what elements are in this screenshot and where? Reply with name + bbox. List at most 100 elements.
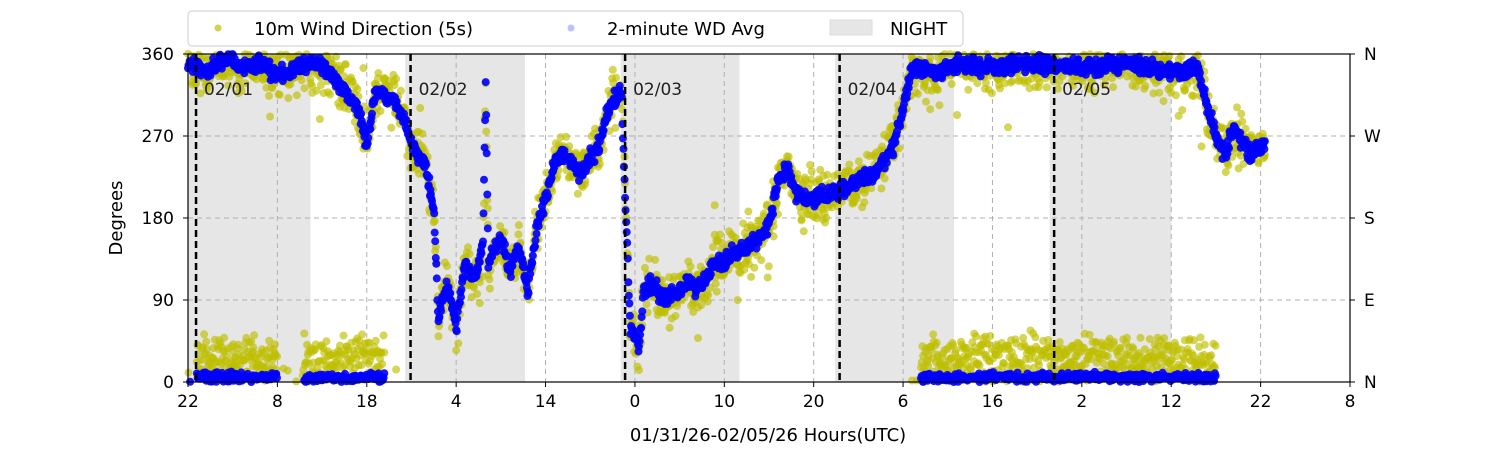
wind-direction-point bbox=[697, 301, 706, 310]
wind-direction-point bbox=[1211, 341, 1220, 350]
wind-avg-point bbox=[457, 293, 465, 302]
wind-direction-point bbox=[396, 86, 405, 95]
wind-direction-point bbox=[784, 152, 793, 161]
wind-direction-point bbox=[926, 105, 935, 114]
wind-direction-point bbox=[982, 78, 990, 87]
wind-direction-point bbox=[757, 256, 766, 265]
wind-direction-point bbox=[284, 94, 293, 103]
wind-direction-point bbox=[483, 196, 492, 205]
wind-direction-point bbox=[485, 275, 494, 284]
wind-avg-point bbox=[483, 190, 492, 199]
wind-direction-point bbox=[482, 127, 491, 136]
wind-direction-point bbox=[929, 330, 938, 339]
wind-avg-point bbox=[638, 307, 647, 316]
wind-avg-point bbox=[543, 191, 552, 200]
wind-direction-point bbox=[443, 262, 451, 271]
wind-direction-point bbox=[673, 301, 682, 310]
wind-direction-point bbox=[464, 243, 472, 252]
wind-direction-point bbox=[1090, 89, 1099, 97]
wind-direction-point bbox=[237, 86, 246, 95]
wind-direction-point bbox=[740, 265, 749, 274]
wind-direction-point bbox=[999, 359, 1008, 368]
wind-direction-point bbox=[469, 283, 478, 292]
wind-avg-point bbox=[625, 311, 634, 320]
wind-direction-point bbox=[763, 273, 772, 282]
wind-direction-point bbox=[202, 337, 211, 346]
wind-avg-point bbox=[615, 81, 624, 90]
wind-direction-point bbox=[924, 362, 933, 370]
wind-avg-point bbox=[625, 299, 634, 308]
wind-direction-point bbox=[913, 89, 922, 98]
wind-direction-point bbox=[877, 184, 886, 193]
wind-direction-point bbox=[434, 332, 443, 341]
wind-direction-point bbox=[704, 291, 713, 300]
wind-direction-point bbox=[265, 91, 273, 100]
wind-avg-point bbox=[532, 229, 541, 238]
wind-avg-point bbox=[882, 158, 891, 167]
wind-avg-point bbox=[437, 307, 446, 316]
wind-direction-point bbox=[694, 334, 702, 343]
wind-direction-point bbox=[1155, 88, 1164, 97]
wind-direction-point bbox=[733, 296, 742, 305]
wind-direction-point bbox=[807, 167, 816, 176]
wind-avg-point bbox=[431, 237, 440, 246]
wind-avg-point bbox=[595, 146, 604, 155]
wind-avg-point bbox=[889, 151, 898, 160]
wind-direction-point bbox=[975, 361, 984, 370]
wind-direction-point bbox=[1085, 330, 1094, 339]
wind-direction-point bbox=[573, 189, 582, 198]
wind-avg-point bbox=[652, 276, 661, 285]
wind-direction-point bbox=[266, 112, 275, 121]
wind-avg-point bbox=[457, 285, 466, 294]
wind-avg-point bbox=[366, 125, 375, 134]
wind-direction-point bbox=[1008, 76, 1017, 85]
wind-avg-point bbox=[357, 109, 366, 118]
wind-direction-point bbox=[651, 255, 660, 264]
wind-avg-point bbox=[599, 126, 608, 135]
wind-avg-point bbox=[1260, 145, 1269, 154]
wind-direction-point bbox=[562, 132, 571, 141]
wind-direction-point bbox=[860, 198, 869, 207]
wind-direction-point bbox=[336, 341, 344, 350]
wind-direction-point bbox=[1100, 81, 1109, 89]
wind-avg-point bbox=[273, 373, 281, 382]
wind-direction-point bbox=[339, 331, 348, 340]
wind-avg-point bbox=[474, 265, 483, 274]
wind-direction-point bbox=[390, 81, 399, 90]
wind-avg-point bbox=[590, 158, 599, 166]
wind-avg-point bbox=[706, 270, 715, 279]
wind-direction-point bbox=[987, 89, 996, 98]
wind-direction-point bbox=[750, 263, 759, 272]
wind-direction-point bbox=[605, 127, 614, 136]
wind-direction-point bbox=[416, 104, 425, 112]
wind-direction-point bbox=[799, 227, 808, 236]
wind-direction-point bbox=[612, 73, 620, 82]
wind-avg-point bbox=[479, 237, 487, 246]
wind-avg-point bbox=[364, 133, 373, 142]
wind-direction-point bbox=[1200, 340, 1209, 349]
wind-avg-point bbox=[402, 115, 411, 124]
wind-direction-point bbox=[709, 243, 717, 251]
wind-direction-point bbox=[250, 331, 259, 340]
wind-direction-point bbox=[332, 52, 340, 61]
wind-direction-point bbox=[1224, 161, 1233, 170]
wind-direction-point bbox=[1004, 345, 1013, 354]
wind-direction-point bbox=[374, 69, 383, 78]
wind-avg-point bbox=[501, 240, 509, 249]
wind-direction-point bbox=[845, 160, 854, 169]
wind-direction-point bbox=[953, 111, 962, 119]
wind-direction-point bbox=[1237, 109, 1246, 118]
wind-direction-point bbox=[454, 339, 463, 348]
wind-direction-point bbox=[465, 250, 474, 258]
wind-direction-point bbox=[972, 332, 980, 341]
wind-direction-point bbox=[1197, 142, 1206, 151]
wind-direction-point bbox=[336, 65, 345, 74]
wind-direction-point bbox=[430, 217, 439, 226]
wind-direction-point bbox=[359, 64, 368, 73]
wind-avg-point bbox=[1207, 109, 1216, 117]
wind-avg-point bbox=[1260, 137, 1269, 146]
wind-direction-point bbox=[1165, 52, 1174, 60]
wind-direction-point bbox=[1238, 117, 1247, 126]
wind-avg-point bbox=[482, 111, 491, 119]
wind-direction-point bbox=[854, 157, 863, 166]
